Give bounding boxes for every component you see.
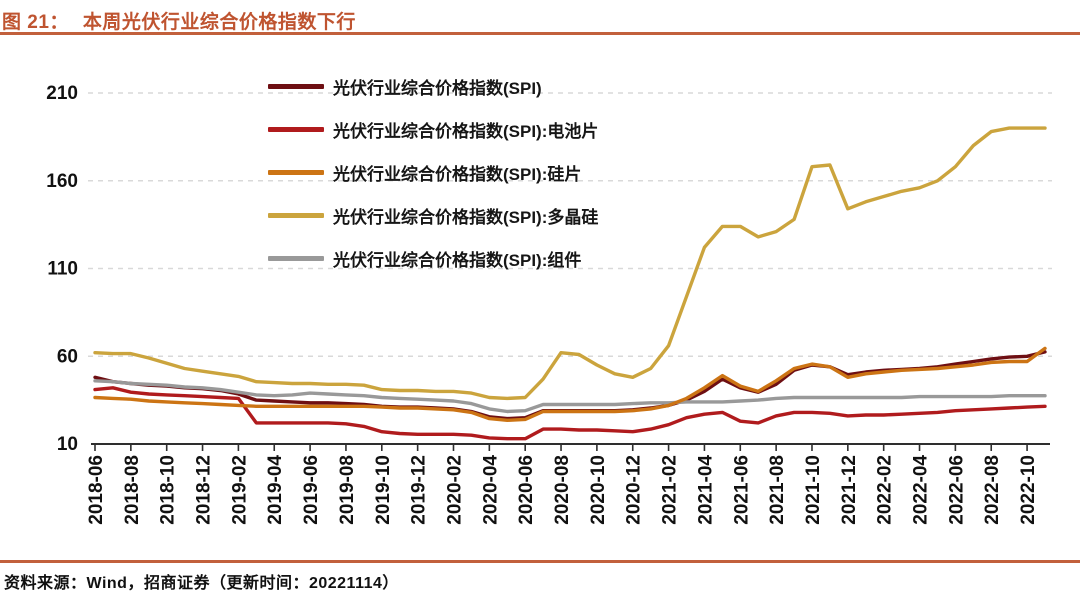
y-axis-tick-label: 160 [46, 171, 78, 192]
legend-line-swatch [268, 84, 324, 89]
legend-item: 光伏行业综合价格指数(SPI):电池片 [268, 108, 598, 151]
legend-label: 光伏行业综合价格指数(SPI):多晶硅 [333, 208, 599, 227]
y-axis-tick-label: 110 [47, 259, 78, 280]
title-underline [0, 32, 1080, 35]
x-axis-tick-label: 2020-10 [588, 455, 609, 525]
x-axis-tick-label: 2021-06 [731, 455, 752, 525]
figure-number-label: 图 21： [2, 12, 69, 33]
legend-item: 光伏行业综合价格指数(SPI):硅片 [268, 151, 598, 194]
chart-svg: 10 60 110 160 210 2018-06 2018-08 2018-10 2018-1… [46, 83, 1052, 525]
x-axis-tick-label: 2022-04 [911, 455, 932, 525]
series-line [93, 386, 1047, 441]
x-axis-tick-label: 2022-02 [875, 455, 896, 525]
x-axis-tick-label: 2022-10 [1018, 455, 1039, 525]
x-axis-tick-label: 2018-08 [122, 455, 143, 525]
x-axis-tick-label: 2021-02 [660, 455, 681, 525]
y-axis-tick-label: 10 [57, 434, 78, 455]
series-line [93, 346, 1047, 422]
legend-label: 光伏行业综合价格指数(SPI):电池片 [333, 122, 599, 141]
x-axis-tick-label: 2020-06 [516, 455, 537, 525]
x-axis-tick-label: 2019-12 [409, 455, 430, 525]
series-line [93, 379, 1047, 414]
y-axis-tick-label: 60 [57, 346, 78, 367]
x-axis-tick-label: 2019-02 [229, 455, 250, 525]
legend-item: 光伏行业综合价格指数(SPI):组件 [268, 237, 598, 280]
x-axis-tick-label: 2018-06 [86, 455, 107, 525]
legend-line-swatch [268, 170, 324, 175]
x-axis-tick-label: 2021-08 [767, 455, 788, 525]
x-axis-tick-label: 2019-08 [337, 455, 358, 525]
legend-label: 光伏行业综合价格指数(SPI):硅片 [333, 165, 582, 184]
x-axis-tick-label: 2019-10 [373, 455, 394, 525]
x-axis-tick-label: 2021-04 [695, 455, 716, 525]
figure-footer: 资料来源：Wind，招商证券（更新时间：20221114） [0, 560, 1080, 593]
legend-line-swatch [268, 213, 324, 218]
x-axis-tick-label: 2020-12 [624, 455, 645, 525]
legend-item: 光伏行业综合价格指数(SPI) [268, 65, 598, 108]
x-axis-tick-label: 2018-12 [194, 455, 215, 525]
chart-legend: 光伏行业综合价格指数(SPI) 光伏行业综合价格指数(SPI):电池片 光伏行业综合… [268, 65, 598, 280]
figure-header: 图 21： 本周光伏行业综合价格指数下行 [0, 0, 1080, 35]
x-axis-tick-label: 2020-04 [480, 455, 501, 525]
x-axis-tick-label: 2021-10 [803, 455, 824, 525]
legend-item: 光伏行业综合价格指数(SPI):多晶硅 [268, 194, 598, 237]
x-axis-tick-label: 2020-08 [552, 455, 573, 525]
x-axis-tick-label: 2020-02 [444, 455, 465, 525]
legend-line-swatch [268, 127, 324, 132]
figure-title-text: 本周光伏行业综合价格指数下行 [82, 12, 356, 33]
figure-title: 图 21： 本周光伏行业综合价格指数下行 [0, 0, 1080, 34]
series-line [93, 350, 1047, 421]
x-axis-tick-label: 2021-12 [839, 455, 860, 525]
legend-label: 光伏行业综合价格指数(SPI) [333, 79, 542, 98]
source-note: 资料来源：Wind，招商证券（更新时间：20221114） [4, 575, 399, 592]
x-axis-tick-label: 2019-06 [301, 455, 322, 525]
chart-area: 10 60 110 160 210 2018-06 2018-08 2018-10 2018-1… [0, 55, 1080, 560]
legend-label: 光伏行业综合价格指数(SPI):组件 [333, 251, 582, 270]
series-line [93, 126, 1047, 401]
x-axis-tick-label: 2018-10 [158, 455, 179, 525]
x-axis-tick-label: 2019-04 [265, 455, 286, 525]
footer-divider [0, 560, 1080, 563]
y-axis-tick-label: 210 [46, 83, 78, 104]
x-axis-tick-label: 2022-06 [946, 455, 967, 525]
x-axis-tick-label: 2022-08 [982, 455, 1003, 525]
legend-line-swatch [268, 256, 324, 261]
